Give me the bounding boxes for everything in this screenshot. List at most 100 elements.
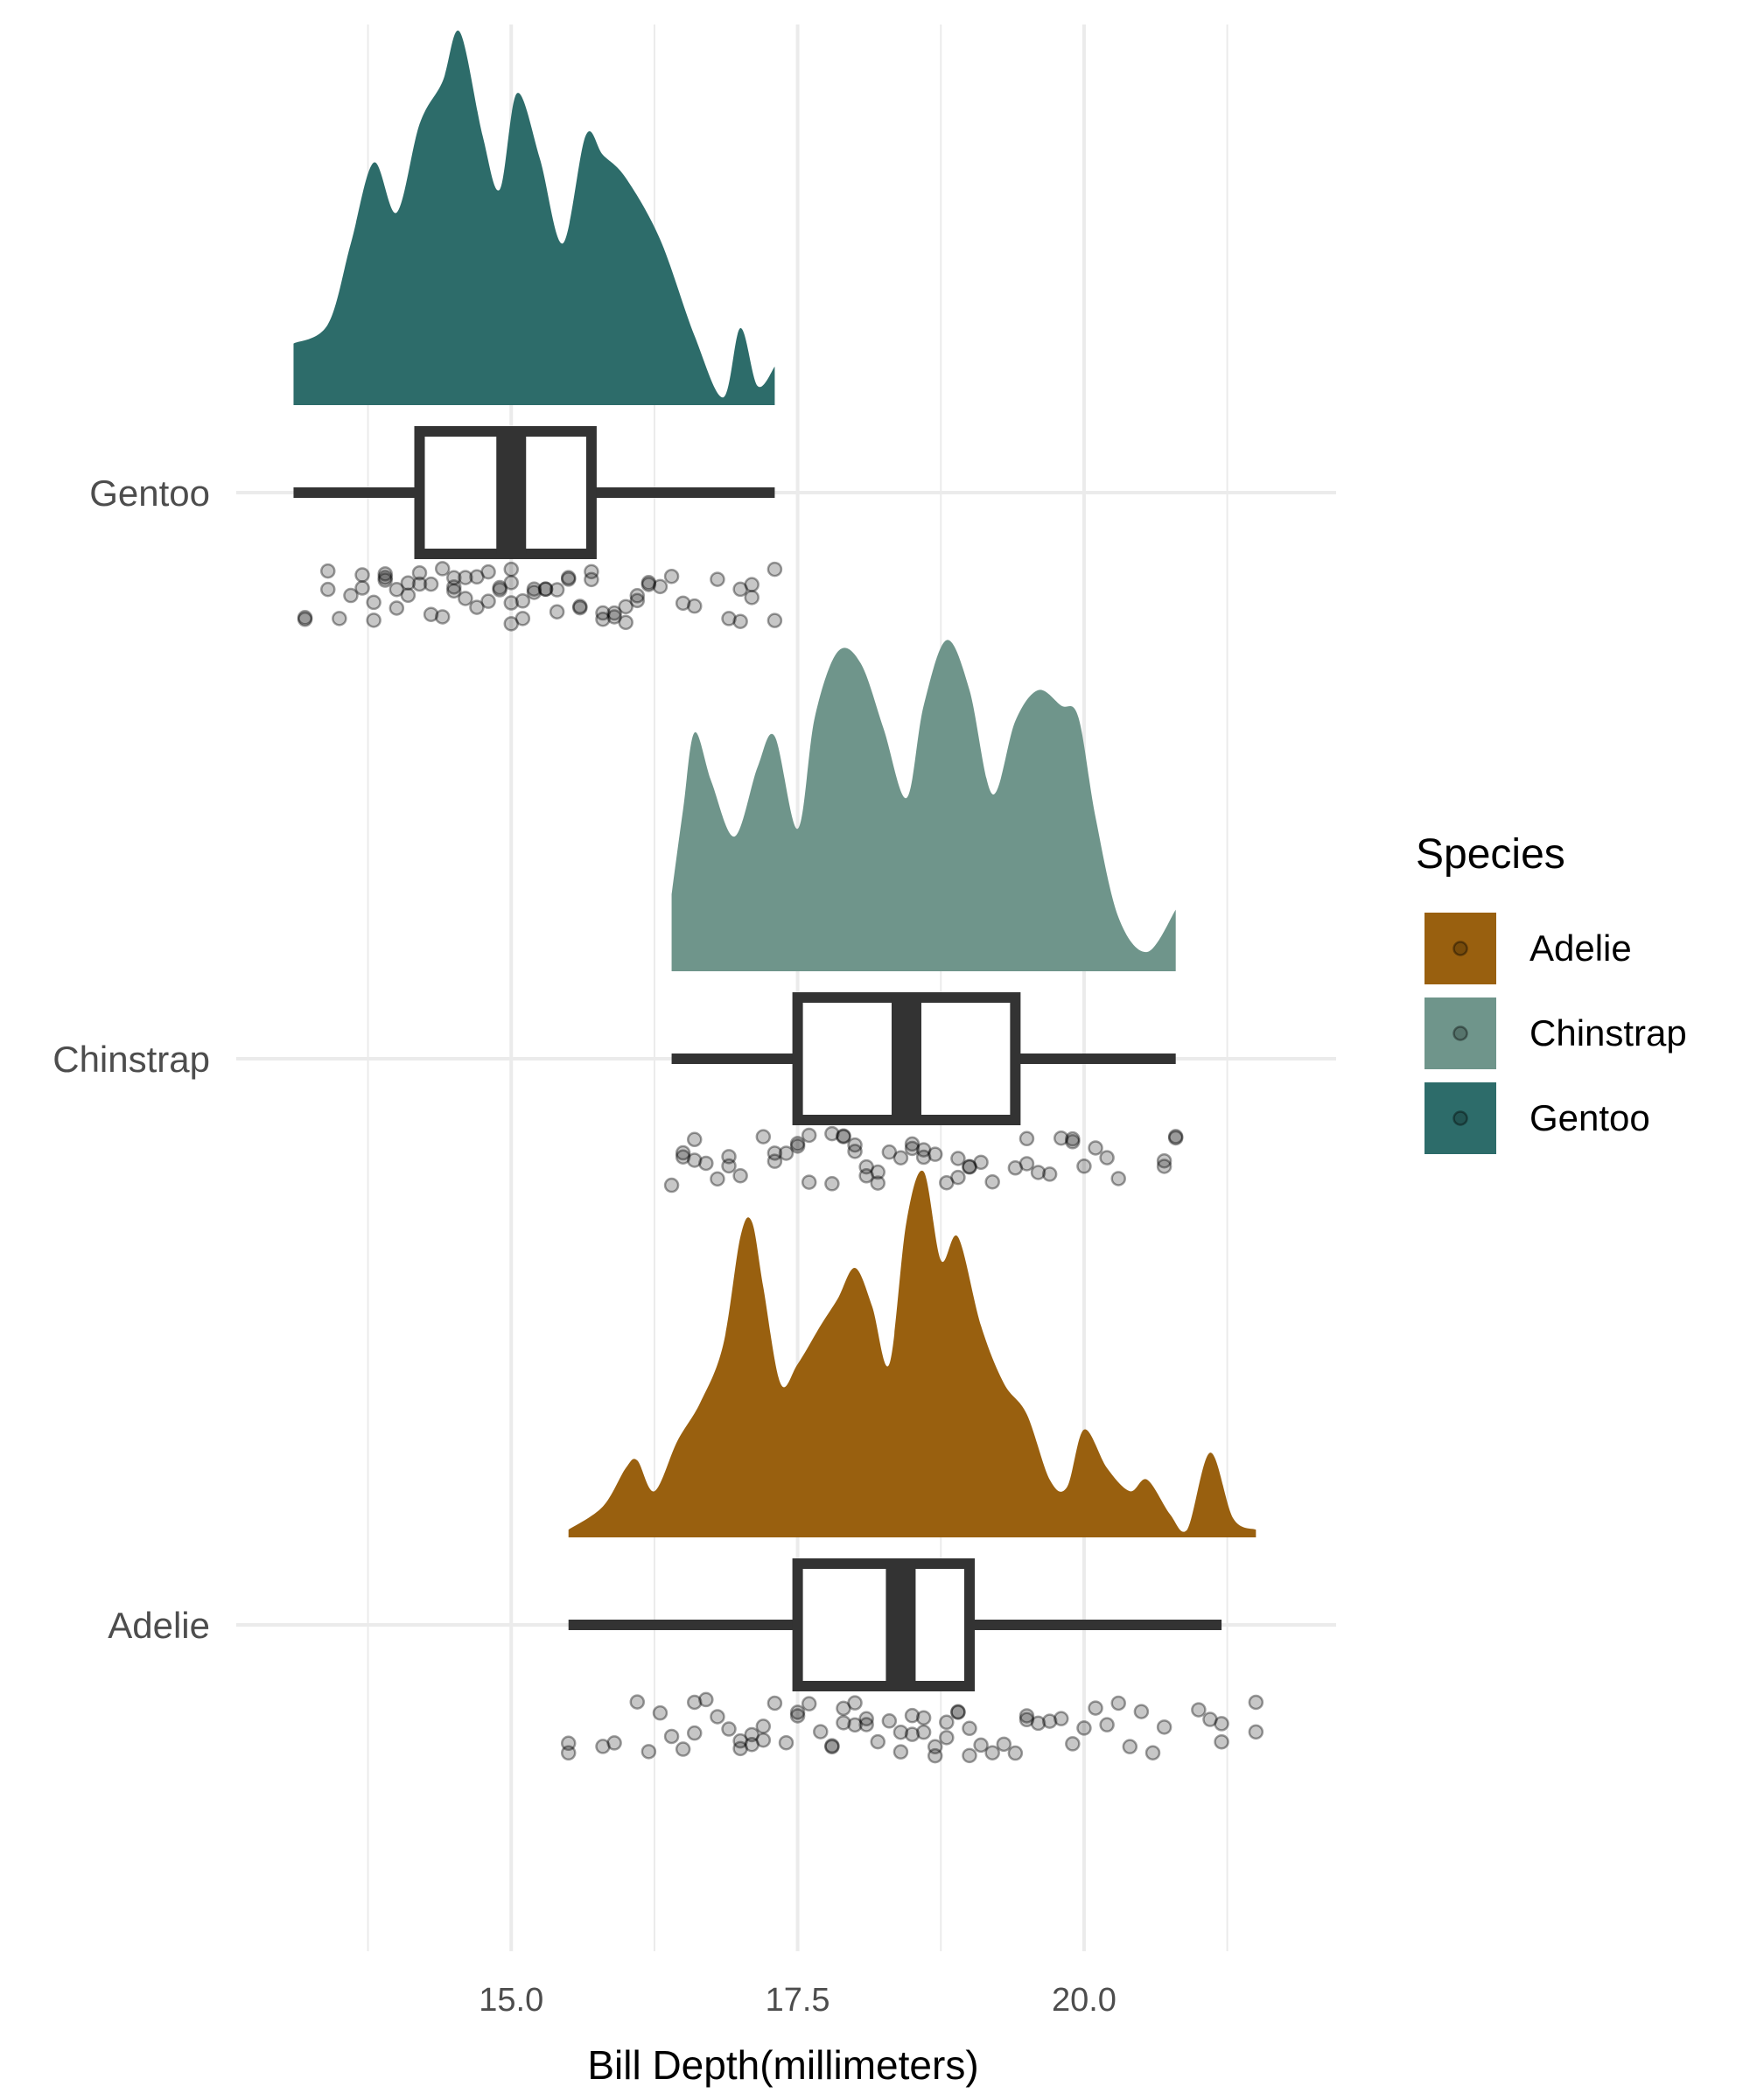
jitter-point-gentoo xyxy=(503,561,519,578)
jitter-point-chinstrap xyxy=(870,1164,886,1180)
y-tick-label-chinstrap: Chinstrap xyxy=(52,1039,210,1080)
jitter-point-gentoo xyxy=(377,570,393,585)
jitter-point-gentoo xyxy=(388,600,405,616)
y-tick-label-adelie: Adelie xyxy=(108,1605,210,1646)
jitter-point-chinstrap xyxy=(984,1173,1000,1190)
jitter-point-gentoo xyxy=(377,572,393,588)
jitter-point-adelie xyxy=(984,1745,1000,1760)
jitter-point-adelie xyxy=(1018,1708,1035,1724)
jitter-point-gentoo xyxy=(354,580,370,596)
jitter-point-gentoo xyxy=(663,568,680,584)
jitter-point-adelie xyxy=(698,1691,714,1708)
jitter-point-adelie xyxy=(1030,1715,1046,1732)
jitter-point-gentoo xyxy=(584,564,599,580)
jitter-point-chinstrap xyxy=(962,1159,977,1175)
jitter-point-gentoo xyxy=(595,611,611,627)
jitter-point-chinstrap xyxy=(881,1144,898,1160)
jitter-point-adelie xyxy=(847,1695,863,1711)
jitter-point-chinstrap xyxy=(950,1169,966,1186)
jitter-point-chinstrap xyxy=(870,1175,886,1191)
jitter-point-gentoo xyxy=(458,570,473,585)
jitter-point-gentoo xyxy=(514,611,531,626)
jitter-point-chinstrap xyxy=(1054,1130,1069,1146)
jitter-point-gentoo xyxy=(388,581,405,598)
jitter-point-chinstrap xyxy=(824,1176,840,1192)
jitter-point-adelie xyxy=(813,1724,829,1740)
jitter-point-gentoo xyxy=(492,579,508,596)
jitter-point-adelie xyxy=(640,1744,657,1760)
jitter-point-chinstrap xyxy=(801,1174,817,1190)
jitter-point-gentoo xyxy=(526,581,542,597)
jitter-point-gentoo xyxy=(526,584,542,600)
jitter-point-adelie xyxy=(663,1728,680,1745)
jitter-point-adelie xyxy=(824,1738,840,1754)
jitter-point-adelie xyxy=(904,1726,920,1742)
jitter-point-adelie xyxy=(732,1740,748,1757)
jitter-point-gentoo xyxy=(560,571,577,587)
jitter-point-gentoo xyxy=(297,612,313,627)
jitter-point-gentoo xyxy=(537,581,554,598)
jitter-point-adelie xyxy=(858,1717,874,1732)
jitter-point-adelie xyxy=(1110,1695,1126,1712)
legend-swatch-adelie xyxy=(1424,913,1496,984)
jitter-point-adelie xyxy=(915,1724,932,1740)
jitter-point-chinstrap xyxy=(663,1177,680,1194)
jitter-point-gentoo xyxy=(549,604,565,620)
jitter-point-adelie xyxy=(824,1739,840,1755)
jitter-point-chinstrap xyxy=(1030,1165,1046,1180)
jitter-point-chinstrap xyxy=(950,1151,966,1166)
jitter-point-gentoo xyxy=(297,610,313,626)
legend-point-key xyxy=(1452,1026,1468,1041)
jitter-point-adelie xyxy=(1248,1724,1264,1740)
density-gentoo xyxy=(293,30,775,406)
legend-item-chinstrap: Chinstrap xyxy=(1424,998,1687,1069)
jitter-point-gentoo xyxy=(721,611,737,626)
jitter-point-chinstrap xyxy=(1156,1158,1172,1174)
jitter-point-adelie xyxy=(766,1695,783,1712)
jitter-point-chinstrap xyxy=(778,1145,794,1161)
jitter-point-adelie xyxy=(629,1694,646,1710)
jitter-point-adelie xyxy=(744,1736,760,1753)
jitter-point-gentoo xyxy=(584,571,599,588)
jitter-point-chinstrap xyxy=(904,1140,920,1157)
jitter-point-gentoo xyxy=(503,575,519,591)
jitter-point-gentoo xyxy=(618,614,634,631)
legend-title: Species xyxy=(1416,831,1565,878)
density-chinstrap xyxy=(671,640,1176,971)
jitter-point-gentoo xyxy=(446,583,462,599)
jitter-point-gentoo xyxy=(640,577,657,592)
jitter-point-chinstrap xyxy=(1110,1171,1126,1186)
jitter-point-gentoo xyxy=(469,569,485,585)
y-tick-label-gentoo: Gentoo xyxy=(89,472,210,514)
jitter-point-adelie xyxy=(560,1735,577,1752)
jitter-point-gentoo xyxy=(744,577,760,592)
jitter-point-gentoo xyxy=(434,561,451,577)
jitter-point-adelie xyxy=(973,1737,989,1754)
jitter-point-adelie xyxy=(962,1720,977,1737)
jitter-point-adelie xyxy=(687,1725,703,1741)
jitter-point-gentoo xyxy=(629,592,646,609)
jitter-point-gentoo xyxy=(537,581,554,598)
density-layer xyxy=(293,30,1256,1537)
jitter-point-gentoo xyxy=(514,593,531,609)
jitter-point-adelie xyxy=(915,1710,932,1726)
jitter-point-adelie xyxy=(1214,1716,1229,1732)
jitter-point-adelie xyxy=(1214,1733,1229,1750)
jitter-point-gentoo xyxy=(744,590,760,606)
jitter-point-gentoo xyxy=(710,571,725,587)
legend-swatch-gentoo xyxy=(1424,1082,1496,1154)
jitter-point-chinstrap xyxy=(904,1136,920,1152)
jitter-point-gentoo xyxy=(320,563,336,579)
jitter-point-chinstrap xyxy=(1167,1129,1184,1144)
jitter-point-gentoo xyxy=(458,591,473,606)
jitter-point-adelie xyxy=(801,1696,817,1712)
jitter-point-adelie xyxy=(789,1704,806,1720)
jitter-point-adelie xyxy=(595,1739,611,1754)
jitter-point-adelie xyxy=(778,1734,794,1751)
jitter-point-adelie xyxy=(1144,1745,1161,1760)
jitter-point-chinstrap xyxy=(766,1153,783,1169)
jitter-point-chinstrap xyxy=(1088,1140,1103,1156)
legend-point-key xyxy=(1452,1110,1468,1126)
jitter-point-chinstrap xyxy=(721,1158,737,1174)
